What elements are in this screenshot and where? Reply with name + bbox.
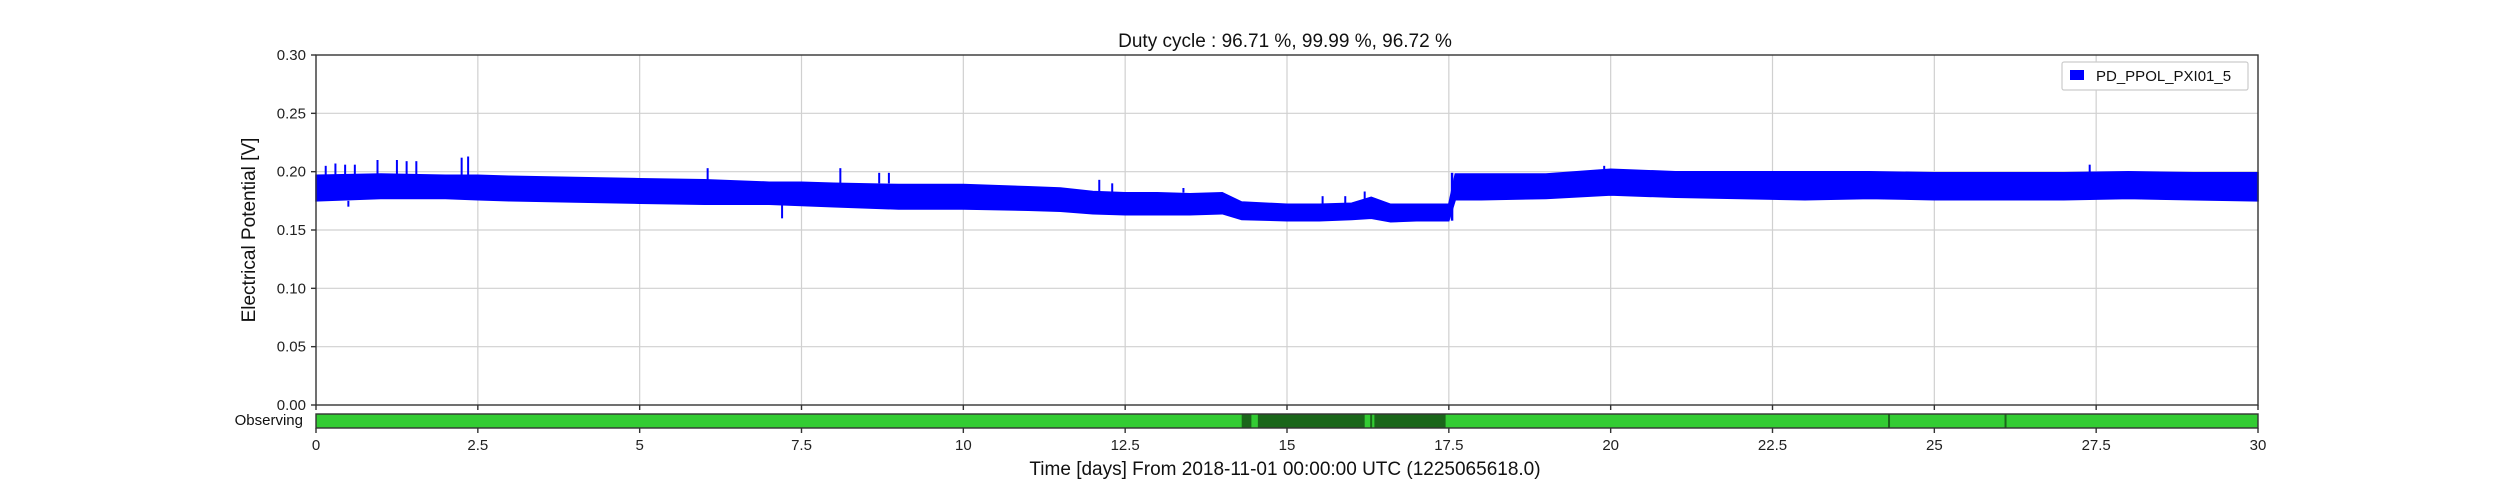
x-tick-label: 2.5 xyxy=(467,437,488,454)
x-tick-label: 0 xyxy=(312,437,320,454)
y-tick-label: 0.20 xyxy=(277,164,306,181)
legend-label: PD_PPOL_PXI01_5 xyxy=(2096,68,2231,85)
x-tick-label: 15 xyxy=(1279,437,1296,454)
tick-marks xyxy=(311,54,2259,433)
x-tick-label: 5 xyxy=(635,437,643,454)
segment-known xyxy=(1374,414,1446,428)
y-tick-label: 0.00 xyxy=(277,397,306,414)
grid-lines xyxy=(316,55,2258,405)
legend: PD_PPOL_PXI01_5 xyxy=(2061,61,2249,91)
y-tick-label: 0.25 xyxy=(277,105,306,122)
chart-title: Duty cycle : 96.71 %, 99.99 %, 96.72 % xyxy=(1118,31,1452,52)
x-tick-labels: 0 2.5 5 7.5 10 12.5 15 17.5 20 22.5 25 27.5 30 xyxy=(312,437,2267,454)
segment-frame xyxy=(315,413,2259,429)
x-tick-label: 7.5 xyxy=(791,437,812,454)
x-tick-label: 12.5 xyxy=(1111,437,1140,454)
segment-known xyxy=(1257,414,1365,428)
x-tick-label: 27.5 xyxy=(2082,437,2111,454)
legend-swatch xyxy=(2070,70,2084,80)
segment-bar xyxy=(315,413,2259,429)
y-tick-label: 0.30 xyxy=(277,47,306,64)
y-tick-label: 0.05 xyxy=(277,339,306,356)
x-tick-label: 10 xyxy=(955,437,972,454)
y-axis-label: Electrical Potential [V] xyxy=(239,138,260,323)
x-tick-label: 25 xyxy=(1926,437,1943,454)
x-tick-label: 20 xyxy=(1602,437,1619,454)
x-tick-label: 30 xyxy=(2250,437,2267,454)
x-axis-label: Time [days] From 2018-11-01 00:00:00 UTC… xyxy=(1029,459,1540,480)
segment-label: Observing xyxy=(235,412,303,429)
y-tick-label: 0.15 xyxy=(277,222,306,239)
y-tick-labels: 0.00 0.05 0.10 0.15 0.20 0.25 0.30 xyxy=(277,47,306,414)
x-tick-label: 22.5 xyxy=(1758,437,1787,454)
x-tick-label: 17.5 xyxy=(1434,437,1463,454)
y-tick-label: 0.10 xyxy=(277,280,306,297)
segment-known xyxy=(1241,414,1252,428)
segment-bar-area: Observing 0 2.5 5 7.5 10 12.5 15 17.5 20 22.5 25 27… xyxy=(235,412,2267,454)
legend-box xyxy=(2061,61,2249,91)
main-plot-area: 0.00 0.05 0.10 0.15 0.20 0.25 0.30 xyxy=(277,47,2259,433)
